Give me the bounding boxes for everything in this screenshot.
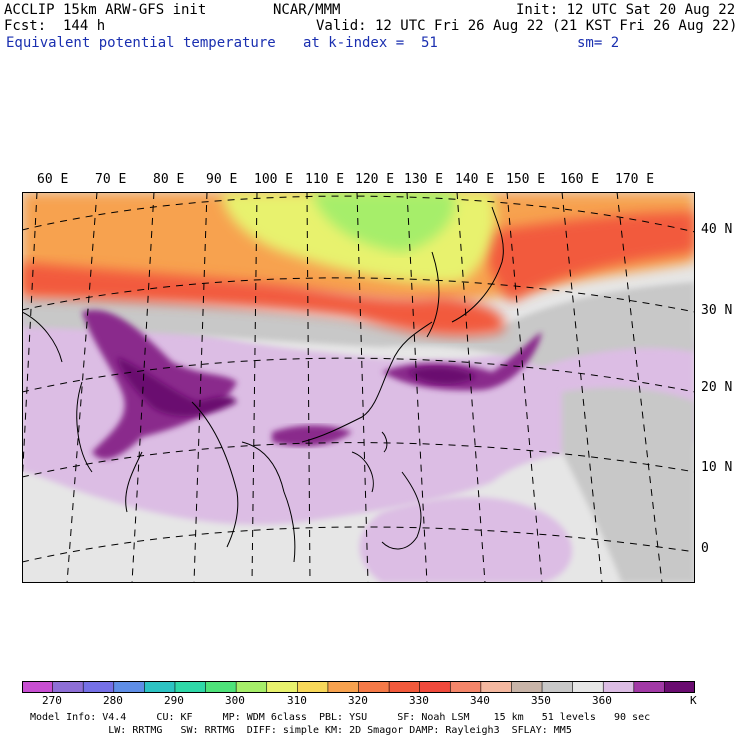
- colorbar-label-290: 290: [164, 694, 184, 707]
- colorbar-label-310: 310: [287, 694, 307, 707]
- lavender-region-south: [359, 497, 572, 583]
- lat-label-30n: 30 N: [701, 303, 733, 318]
- colorbar-swatch: [450, 681, 482, 693]
- colorbar-label-320: 320: [348, 694, 368, 707]
- colorbar: [22, 681, 695, 693]
- lat-label-10n: 10 N: [701, 460, 733, 475]
- organization-label: NCAR/MMM: [273, 2, 341, 18]
- colorbar-swatch: [144, 681, 176, 693]
- colorbar-label-360: 360: [592, 694, 612, 707]
- colorbar-label-340: 340: [470, 694, 490, 707]
- colorbar-label-280: 280: [103, 694, 123, 707]
- lon-label-120e: 120 E: [355, 172, 395, 187]
- colorbar-swatch: [236, 681, 268, 693]
- lon-label-80e: 80 E: [153, 172, 185, 187]
- model-info-line2: LW: RRTMG SW: RRTMG DIFF: simple KM: 2D …: [30, 725, 572, 736]
- colorbar-label-350: 350: [531, 694, 551, 707]
- colorbar-swatch: [297, 681, 329, 693]
- colorbar-swatch: [572, 681, 604, 693]
- colorbar-swatch: [113, 681, 145, 693]
- colorbar-swatch: [83, 681, 115, 693]
- colorbar-label-330: 330: [409, 694, 429, 707]
- lon-label-60e: 60 E: [37, 172, 69, 187]
- lon-label-160e: 160 E: [560, 172, 600, 187]
- colorbar-swatch: [389, 681, 421, 693]
- colorbar-swatch: [542, 681, 574, 693]
- colorbar-swatch: [327, 681, 359, 693]
- lat-label-20n: 20 N: [701, 380, 733, 395]
- colorbar-unit: K: [690, 694, 697, 707]
- green-region: [312, 192, 455, 252]
- colorbar-swatch: [52, 681, 84, 693]
- lon-label-170e: 170 E: [615, 172, 655, 187]
- theta-e-map: [22, 192, 695, 583]
- colorbar-label-300: 300: [225, 694, 245, 707]
- colorbar-swatch: [266, 681, 298, 693]
- magenta-china: [272, 425, 352, 447]
- lon-label-110e: 110 E: [305, 172, 345, 187]
- colorbar-swatch: [480, 681, 512, 693]
- colorbar-swatch: [633, 681, 665, 693]
- colorbar-swatch: [22, 681, 54, 693]
- forecast-hour: Fcst: 144 h: [4, 18, 106, 34]
- deep-purple-core: [117, 357, 237, 417]
- colorbar-swatch: [603, 681, 635, 693]
- init-time: Init: 12 UTC Sat 20 Aug 22: [516, 2, 736, 18]
- lon-label-90e: 90 E: [206, 172, 238, 187]
- coastlines: [22, 206, 504, 563]
- smoothing-label: sm= 2: [577, 35, 620, 51]
- valid-time: Valid: 12 UTC Fri 26 Aug 22 (21 KST Fri …: [316, 18, 738, 34]
- lavender-region: [22, 310, 695, 525]
- deep-purple-pacific: [407, 367, 477, 384]
- colorbar-swatch: [358, 681, 390, 693]
- colorbar-swatch: [174, 681, 207, 693]
- gray-east: [562, 387, 695, 583]
- model-title: ACCLIP 15km ARW-GFS init: [4, 2, 207, 18]
- colorbar-swatch: [511, 681, 543, 693]
- lon-label-140e: 140 E: [455, 172, 495, 187]
- lon-label-70e: 70 E: [95, 172, 127, 187]
- graticule: [22, 192, 695, 583]
- colorbar-swatch: [664, 681, 695, 693]
- colorbar-swatch: [419, 681, 451, 693]
- level-label: at k-index = 51: [303, 35, 438, 51]
- model-info-line1: Model Info: V4.4 CU: KF MP: WDM 6class P…: [30, 712, 651, 723]
- colorbar-swatch: [205, 681, 237, 693]
- lon-label-130e: 130 E: [404, 172, 444, 187]
- field-name: Equivalent potential temperature: [6, 35, 276, 51]
- lon-label-150e: 150 E: [506, 172, 546, 187]
- lat-label-40n: 40 N: [701, 222, 733, 237]
- red-jet-east: [482, 212, 695, 302]
- red-band: [22, 262, 504, 337]
- colorbar-label-270: 270: [42, 694, 62, 707]
- lat-label-0: 0: [701, 541, 709, 556]
- lon-label-100e: 100 E: [254, 172, 294, 187]
